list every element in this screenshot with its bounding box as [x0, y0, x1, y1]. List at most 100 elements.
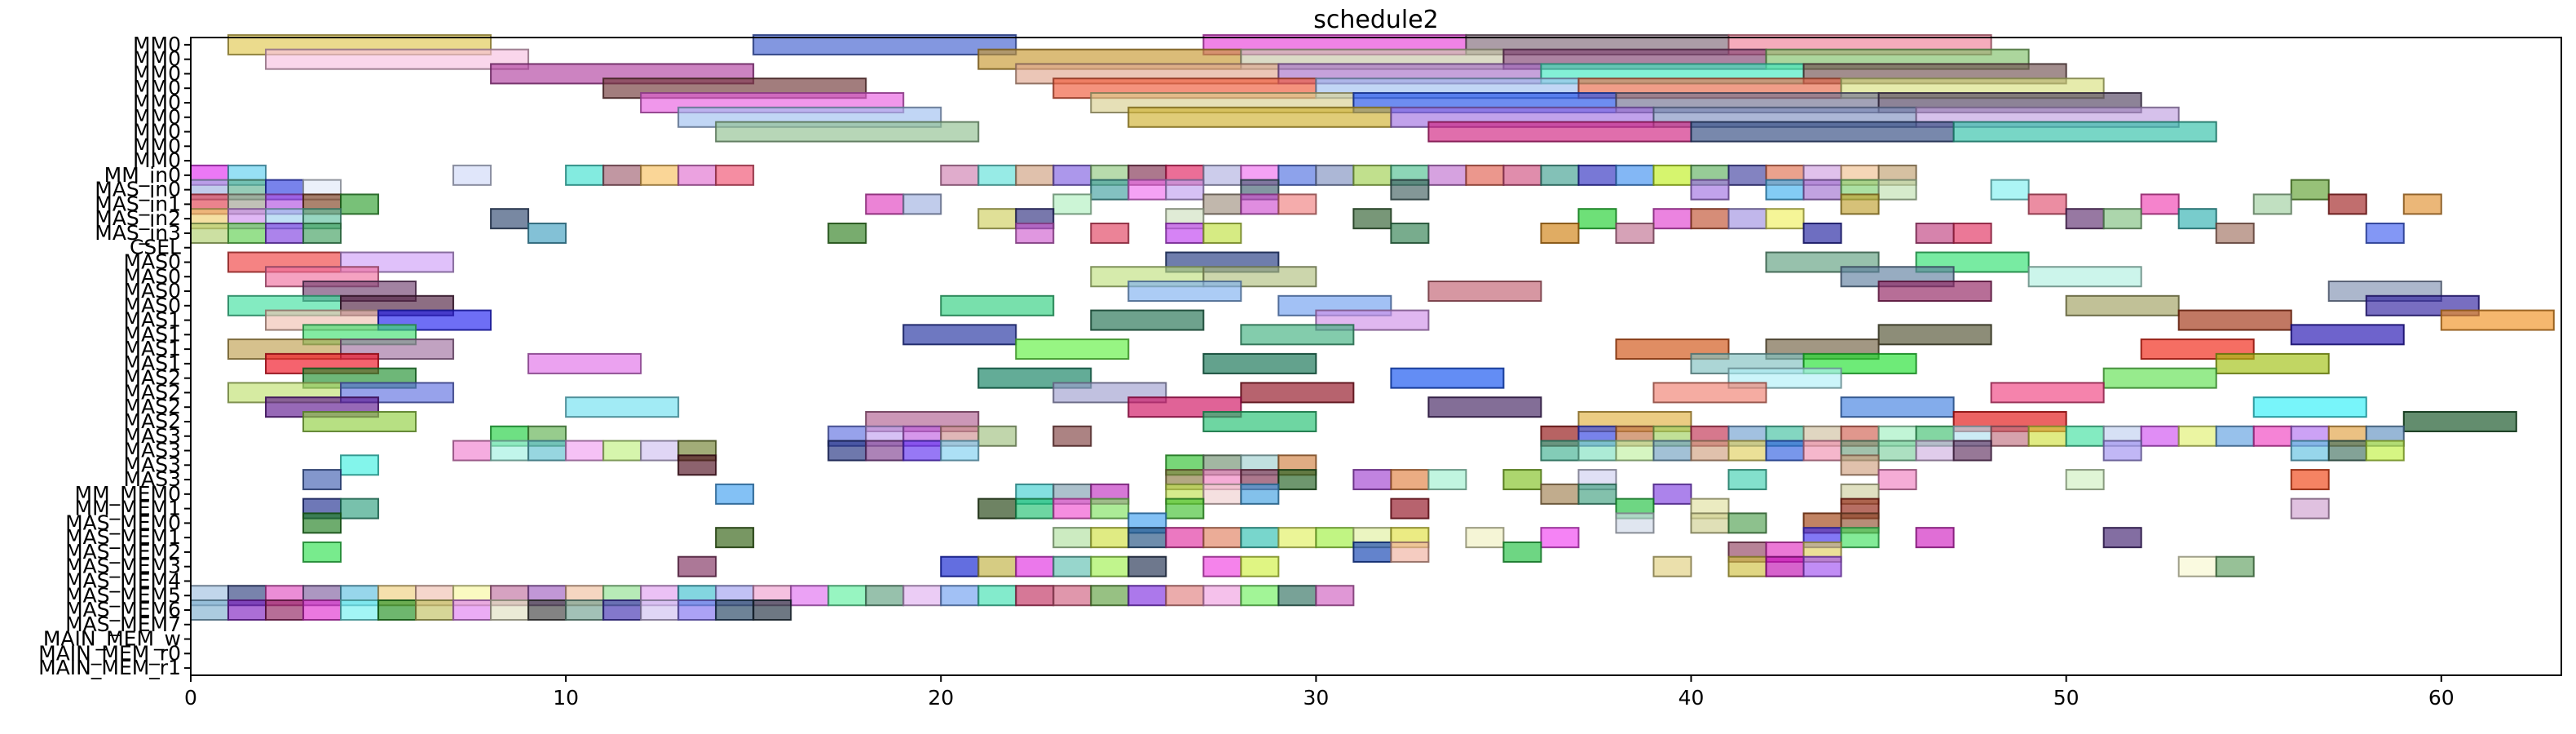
- y-tick-label-40: MAS_MEM7: [65, 612, 181, 636]
- task-bar-309: [1727, 512, 1767, 534]
- task-bar-379: [1240, 585, 1280, 607]
- task-bar-343: [1202, 555, 1242, 577]
- task-bar-60: [1615, 164, 1655, 186]
- y-tick-label-23: MAS2: [124, 366, 181, 390]
- task-bar-32: [1690, 121, 1955, 143]
- task-bar-313: [1052, 527, 1092, 549]
- task-bar-196: [2252, 396, 2367, 418]
- task-bar-126: [1165, 222, 1205, 244]
- y-tick-label-22: MAS1: [124, 352, 181, 375]
- task-bar-43: [977, 164, 1017, 186]
- task-bar-294: [340, 497, 380, 520]
- task-bar-202: [2402, 410, 2517, 432]
- task-bar-304: [2290, 497, 2330, 520]
- task-bar-229: [2215, 425, 2255, 447]
- task-bar-127: [1202, 222, 1242, 244]
- y-tick-label-37: MAS_MEM4: [65, 568, 181, 592]
- task-bar-129: [1540, 222, 1580, 244]
- task-bar-5: [265, 48, 530, 70]
- task-bar-230: [2252, 425, 2292, 447]
- task-bar-371: [940, 585, 980, 607]
- task-bar-331: [1390, 541, 1430, 563]
- y-tick-label-11: MAS_in1: [95, 192, 181, 215]
- task-bar-228: [2177, 425, 2217, 447]
- task-bar-267: [1840, 454, 1880, 476]
- task-bar-40: [677, 164, 717, 186]
- task-bar-82: [1990, 179, 2030, 201]
- task-bar-396: [715, 599, 755, 621]
- task-bar-261: [340, 454, 380, 476]
- task-bar-26: [1127, 106, 1392, 128]
- task-bar-305: [302, 512, 342, 534]
- task-bar-100: [2402, 193, 2442, 215]
- y-tick-label-16: MAS0: [124, 264, 181, 288]
- task-bar-274: [1390, 469, 1430, 491]
- task-bar-273: [1352, 469, 1392, 491]
- task-bar-268: [302, 469, 342, 491]
- task-bar-155: [2065, 294, 2180, 316]
- y-tick-label-6: MM0: [133, 120, 181, 144]
- chart-title: schedule2: [1313, 6, 1439, 34]
- task-bar-372: [977, 585, 1017, 607]
- y-tick-label-25: MAS2: [124, 395, 181, 418]
- task-bar-109: [1352, 208, 1392, 230]
- task-bar-327: [1915, 527, 1955, 549]
- task-bar-368: [827, 585, 867, 607]
- task-bar-324: [1540, 527, 1580, 549]
- task-bar-393: [602, 599, 642, 621]
- task-bar-377: [1165, 585, 1205, 607]
- y-tick-label-33: MAS_MEM0: [65, 511, 181, 534]
- y-tick-label-8: MM0: [133, 148, 181, 172]
- task-bar-246: [1577, 440, 1617, 462]
- task-bar-132: [1915, 222, 1955, 244]
- task-bar-88: [340, 193, 380, 215]
- task-bar-225: [2065, 425, 2105, 447]
- task-bar-318: [1240, 527, 1280, 549]
- task-bar-73: [1127, 179, 1167, 201]
- task-bar-260: [2365, 440, 2405, 462]
- task-bar-316: [1165, 527, 1205, 549]
- y-tick-label-4: MM0: [133, 91, 181, 114]
- task-bar-282: [715, 483, 755, 505]
- task-bar-145: [2027, 266, 2142, 288]
- x-axis: 0 10 20 30 40 50 60: [184, 675, 2455, 710]
- y-tick-label-18: MAS0: [124, 294, 181, 317]
- y-tick-label-15: MAS0: [124, 250, 181, 273]
- y-tick-label-34: MAS_MEM1: [65, 525, 181, 549]
- task-bar-77: [1690, 179, 1730, 201]
- x-tick-label-2: 20: [928, 686, 954, 710]
- task-bar-237: [565, 440, 605, 462]
- task-bar-210: [1052, 425, 1092, 447]
- task-bar-392: [565, 599, 605, 621]
- task-bar-97: [2140, 193, 2180, 215]
- task-bar-99: [2327, 193, 2367, 215]
- task-bar-299: [1165, 497, 1205, 520]
- task-bar-287: [1202, 483, 1242, 505]
- y-tick-label-24: MAS2: [124, 380, 181, 404]
- y-tick-label-17: MAS0: [124, 279, 181, 303]
- task-bar-239: [640, 440, 680, 462]
- task-bar-280: [2065, 469, 2105, 491]
- task-bar-338: [977, 555, 1017, 577]
- task-bar-385: [302, 599, 342, 621]
- task-bar-117: [2177, 208, 2217, 230]
- y-tick-label-30: MAS3: [124, 467, 181, 491]
- y-tick-label-31: MM_MEM0: [75, 482, 181, 506]
- y-tick-label-19: MAS1: [124, 308, 181, 332]
- task-bar-130: [1615, 222, 1655, 244]
- task-bar-342: [1127, 555, 1167, 577]
- task-bar-242: [865, 440, 905, 462]
- task-bar-166: [1877, 324, 1992, 346]
- task-bar-255: [1915, 440, 1955, 462]
- task-bar-382: [190, 599, 230, 621]
- y-tick-label-2: MM0: [133, 61, 181, 85]
- task-bar-39: [640, 164, 680, 186]
- task-bar-37: [565, 164, 605, 186]
- task-bar-56: [1465, 164, 1505, 186]
- y-tick-label-43: MAIN_MEM_r1: [38, 656, 181, 679]
- task-bar-380: [1277, 585, 1317, 607]
- task-bar-115: [2065, 208, 2105, 230]
- task-bar-223: [1990, 425, 2030, 447]
- y-tick-label-32: MM_MEM1: [75, 497, 181, 520]
- task-bar-369: [865, 585, 905, 607]
